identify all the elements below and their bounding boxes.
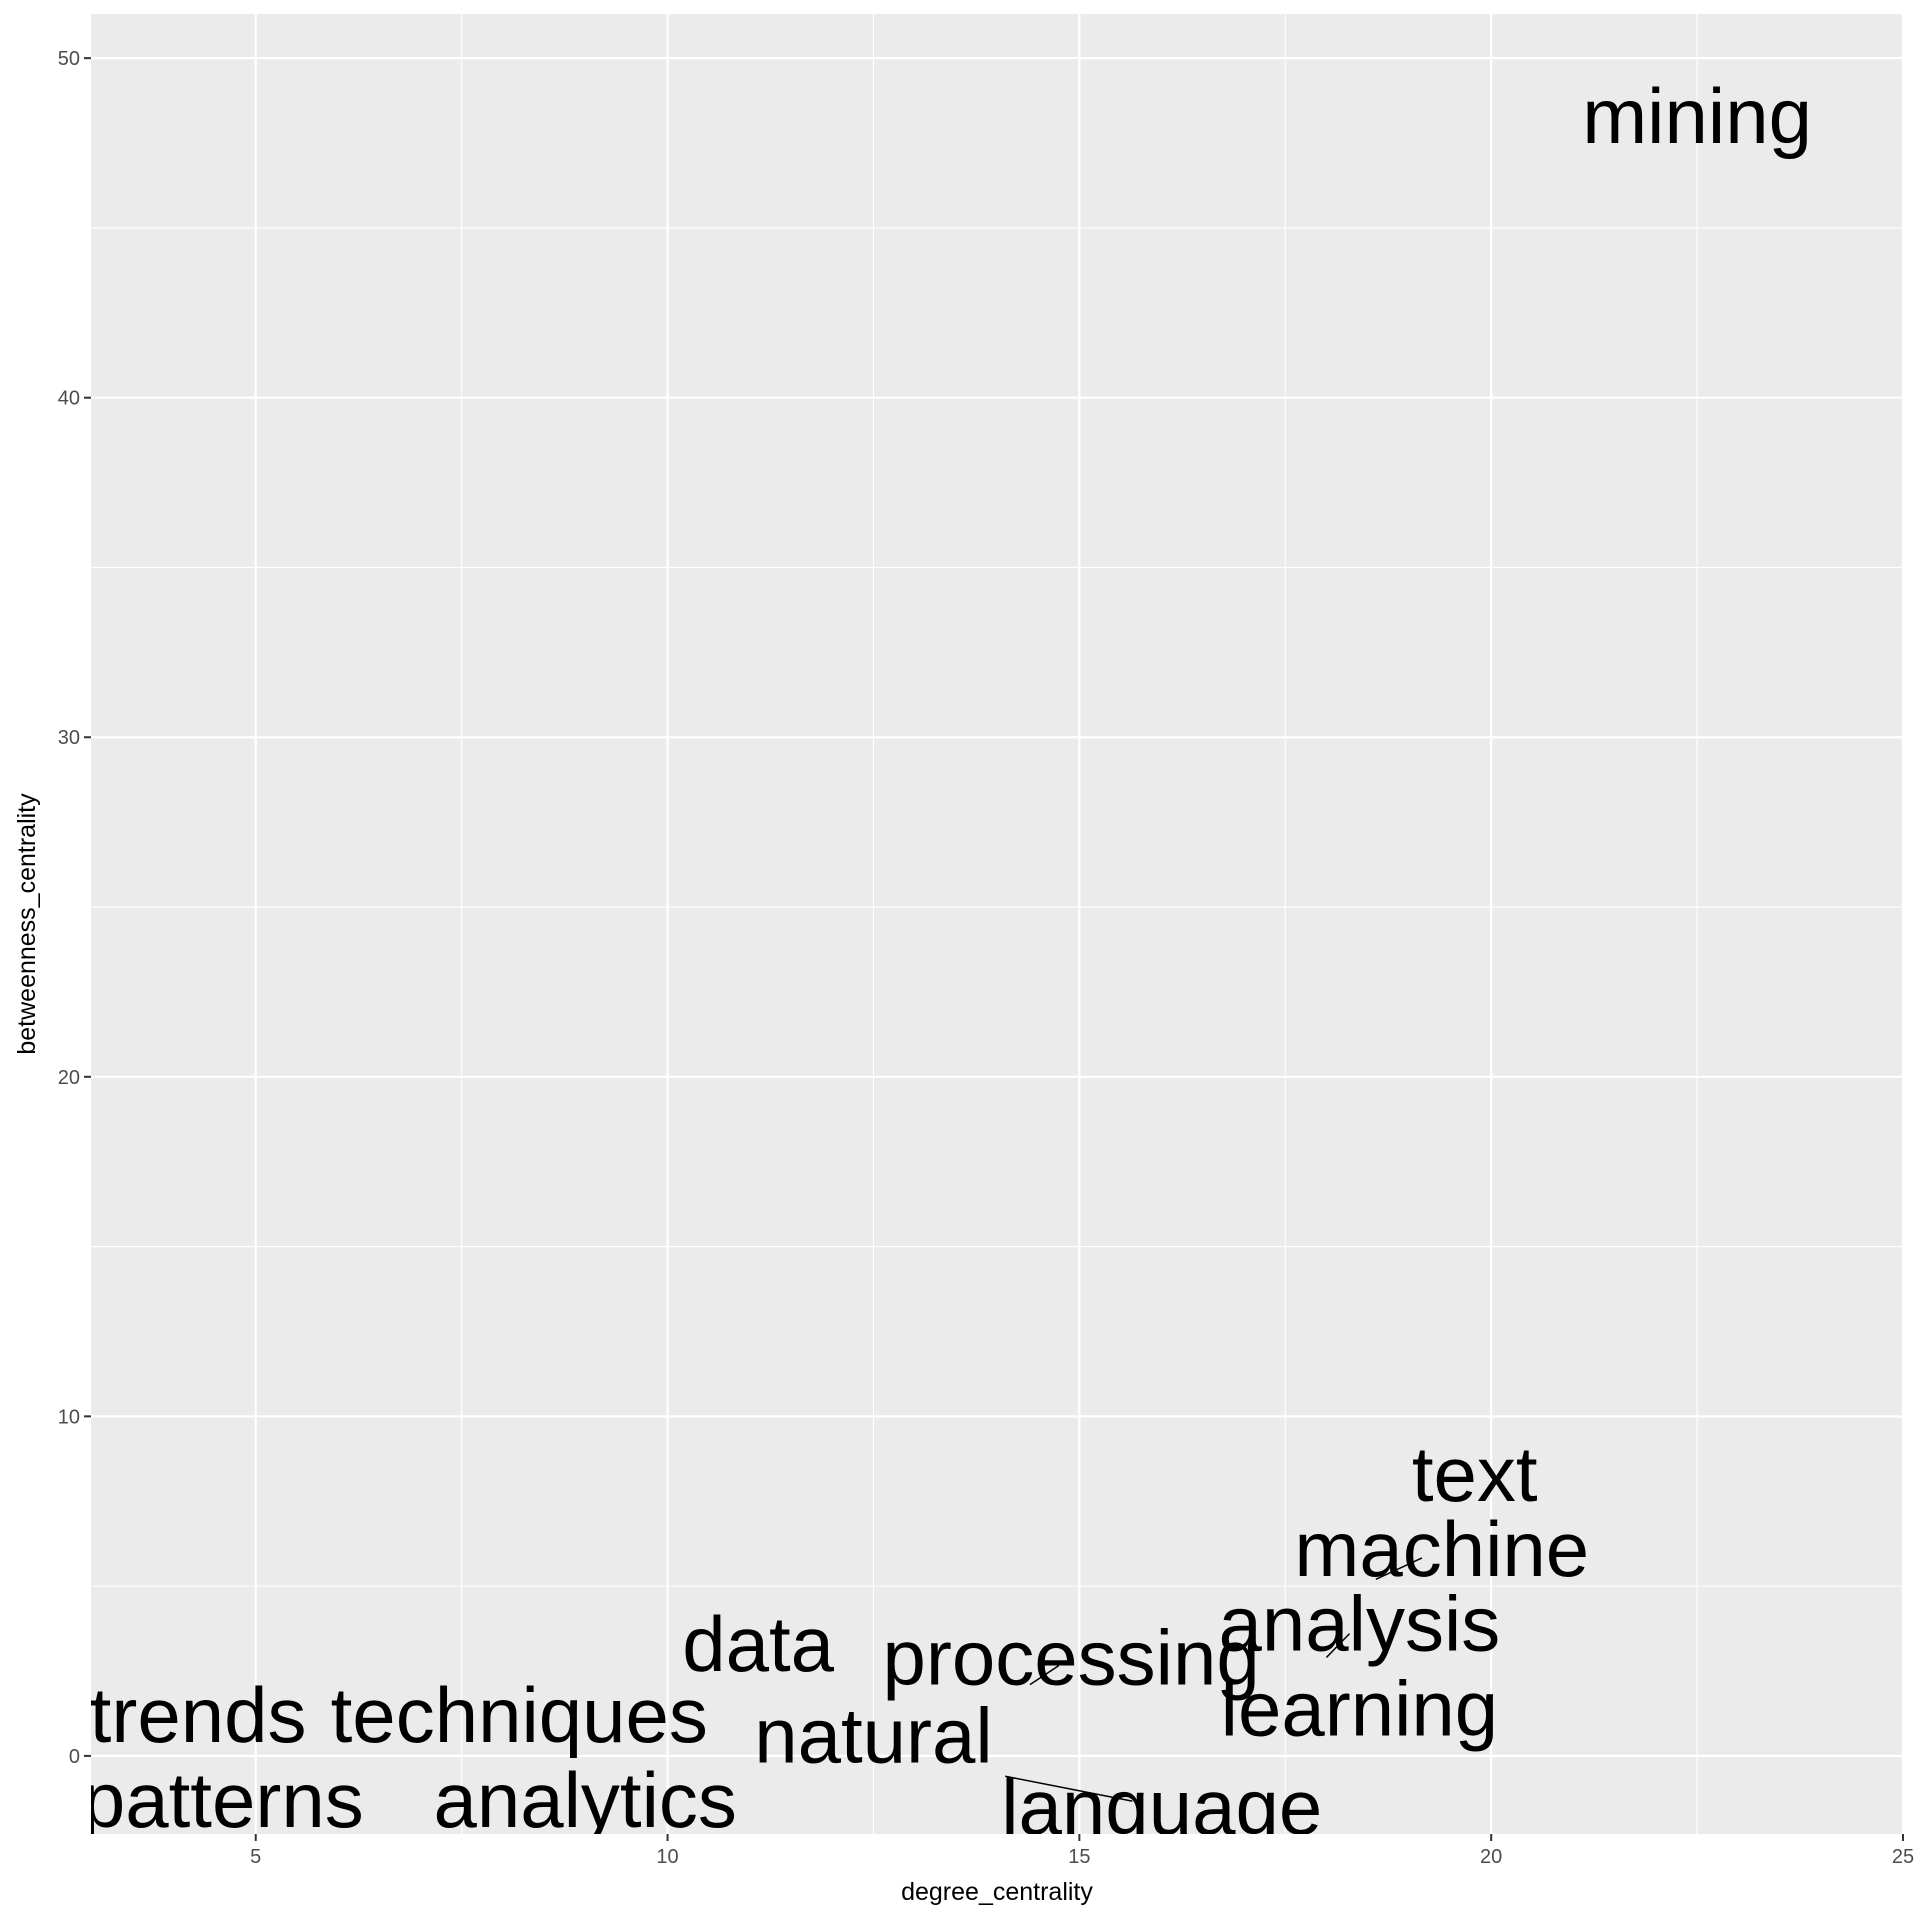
label-segments (1005, 1557, 1423, 1802)
x-tick-label: 5 (250, 1846, 261, 1868)
label-segment-language (1005, 1775, 1133, 1802)
x-tick-label: 25 (1892, 1846, 1914, 1868)
word-label-techniques: techniques (331, 1671, 708, 1759)
grid-minor-lines (91, 14, 1903, 1834)
word-label-learning: learning (1221, 1664, 1499, 1752)
word-label-language: language (1001, 1763, 1322, 1851)
word-label-data: data (682, 1600, 834, 1688)
word-label-text: text (1412, 1430, 1538, 1518)
word-label-trends: trends (90, 1671, 307, 1759)
plot-panel (91, 14, 1903, 1834)
word-label-analysis: analysis (1218, 1579, 1500, 1667)
x-tick-label: 20 (1480, 1846, 1502, 1868)
label-segment-analysis (1325, 1633, 1351, 1658)
word-label-patterns: patterns (82, 1756, 364, 1844)
y-tick-label: 10 (58, 1406, 80, 1428)
word-label-natural: natural (754, 1692, 993, 1780)
y-axis-title: betweenness_centrality (13, 793, 41, 1055)
word-label-analytics: analytics (433, 1756, 736, 1844)
x-axis-title: degree_centrality (901, 1878, 1093, 1906)
label-segment-processing (1029, 1664, 1060, 1686)
y-tick-label: 50 (58, 48, 80, 70)
y-tick-label: 30 (58, 727, 80, 749)
word-label-mining: mining (1582, 72, 1812, 160)
y-tick-label: 20 (58, 1067, 80, 1089)
y-tick-label: 0 (69, 1746, 80, 1768)
x-axis: 5 10 15 20 25 (250, 1834, 1914, 1868)
x-tick-label: 15 (1068, 1846, 1090, 1868)
word-label-processing: processing (883, 1613, 1260, 1701)
x-tick-label: 10 (656, 1846, 678, 1868)
grid-major-lines (91, 14, 1905, 1834)
y-axis: 0 10 20 30 40 50 (58, 48, 91, 1768)
label-segment-machine (1375, 1557, 1423, 1581)
word-label-machine: machine (1294, 1505, 1589, 1593)
y-tick-label: 40 (58, 388, 80, 410)
